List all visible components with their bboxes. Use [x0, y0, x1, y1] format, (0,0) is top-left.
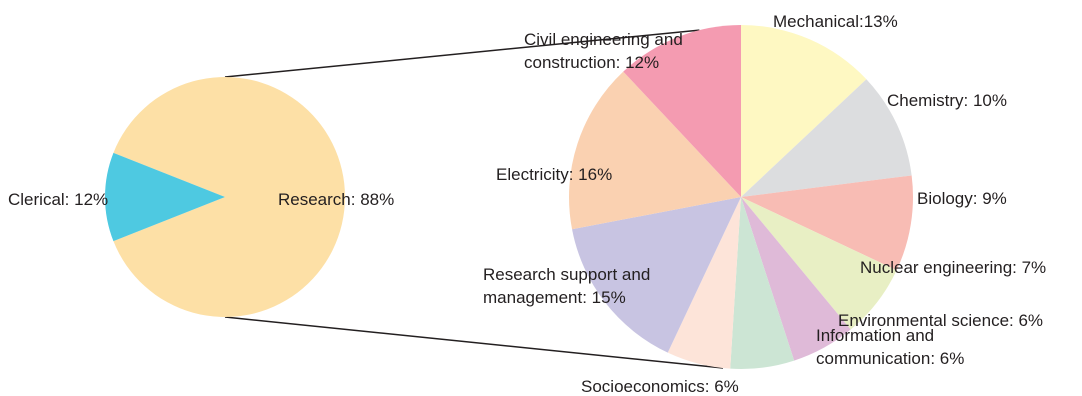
right-pie-slice-socioeconomics	[667, 197, 741, 369]
right-pie-slice-information-and-communication	[730, 197, 795, 369]
left-pie-label-clerical: Clerical: 12%	[8, 190, 108, 209]
right-pie-label-environmental-science: Environmental science: 6%	[838, 311, 1043, 330]
connector-line-top	[224, 29, 700, 78]
right-pie-slice-environmental-science	[741, 197, 851, 361]
right-pie-label-biology: Biology: 9%	[917, 189, 1007, 208]
right-pie-slice-electricity	[569, 71, 741, 230]
right-pie-label-civil-engineering-and-construction: Civil engineering and construction: 12%	[524, 30, 683, 72]
connector-line-bottom	[224, 316, 724, 369]
left-pie-slice-clerical	[105, 152, 225, 242]
right-pie-slice-nuclear-engineering	[741, 197, 897, 330]
right-pie-label-research-support-and-management: Research support and management: 15%	[483, 265, 650, 307]
right-pie-label-socioeconomics: Socioeconomics: 6%	[581, 377, 739, 396]
right-pie-label-information-and-communication: Information and communication: 6%	[816, 326, 964, 368]
right-pie-label-electricity: Electricity: 16%	[496, 165, 612, 184]
right-pie-label-nuclear-engineering: Nuclear engineering: 7%	[860, 258, 1046, 277]
right-pie-label-mechanical: Mechanical:13%	[773, 12, 898, 31]
right-pie-slice-civil-engineering-and-construction	[623, 25, 741, 197]
right-pie-slice-chemistry	[741, 79, 912, 197]
left-pie-label-research: Research: 88%	[278, 190, 394, 209]
right-pie-slice-biology	[741, 175, 913, 271]
right-pie-slice-research-support-and-management	[572, 197, 741, 353]
right-pie-slice-mechanical	[741, 25, 867, 197]
left-pie-slice-research	[113, 77, 346, 317]
right-pie-label-chemistry: Chemistry: 10%	[887, 91, 1007, 110]
